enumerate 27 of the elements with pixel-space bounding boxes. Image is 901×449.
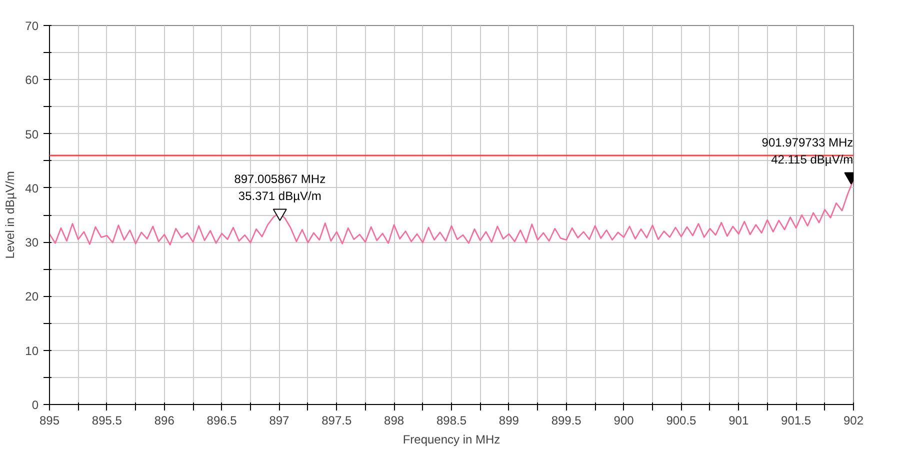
y-axis-title: Level in dBµV/m [3, 171, 18, 259]
y-tick-label: 30 [25, 236, 39, 250]
y-tick-label: 0 [32, 398, 39, 412]
x-tick-label: 895 [39, 414, 60, 428]
x-axis-title: Frequency in MHz [402, 432, 500, 446]
x-tick-label: 901 [728, 414, 749, 428]
x-tick-label: 897.5 [322, 414, 352, 428]
x-tick-label: 898 [384, 414, 404, 428]
y-tick-label: 10 [25, 344, 39, 358]
y-tick-label: 70 [25, 19, 39, 33]
x-tick-label: 896 [154, 414, 175, 428]
x-tick-label: 900.5 [666, 414, 697, 428]
y-tick-label: 60 [25, 73, 39, 88]
annotation: 901.979733 MHz 42.115 dBµV/m [762, 136, 854, 166]
x-tick-label: 898.5 [436, 414, 467, 428]
x-tick-label: 899 [498, 414, 520, 428]
annotation: 897.005867 MHz 35.371 dBµV/m [234, 172, 326, 203]
y-tick-label: 20 [25, 290, 39, 304]
x-tick-label: 902 [843, 414, 864, 428]
x-tick-label: 896.5 [206, 414, 238, 428]
x-tick-label: 899.5 [551, 414, 582, 428]
y-tick-label: 40 [25, 181, 39, 196]
y-tick-label: 50 [25, 127, 39, 142]
x-tick-label: 901.5 [781, 414, 812, 428]
x-tick-label: 900 [614, 414, 634, 428]
x-tick-label: 897 [269, 414, 290, 428]
x-tick-label: 895.5 [92, 414, 122, 428]
